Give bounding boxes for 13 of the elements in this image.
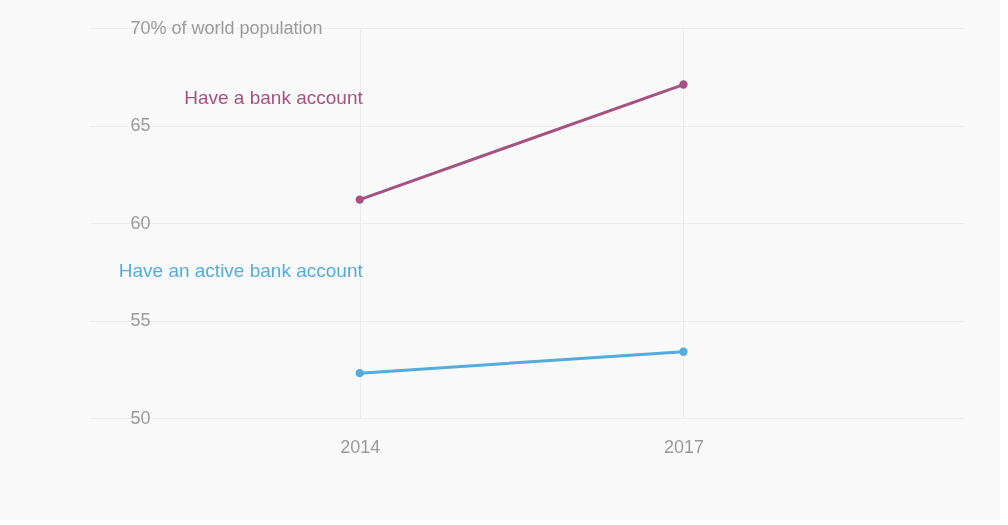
x-tick-label: 2017: [663, 436, 704, 457]
text: Have a bank account: [184, 86, 364, 108]
y-tick-label: 60: [130, 212, 151, 233]
point: [679, 80, 688, 89]
text: Have an active bank account: [118, 260, 364, 282]
y-tick-label: 65: [130, 115, 151, 135]
y-tick-label: 50: [130, 407, 151, 428]
y-tick-label: 55: [130, 310, 151, 330]
point: [355, 368, 364, 378]
x-tick-label: 2014: [340, 436, 381, 457]
y-tick-label: 70% of world population: [130, 17, 323, 38]
point: [355, 195, 364, 204]
point: [679, 347, 688, 356]
